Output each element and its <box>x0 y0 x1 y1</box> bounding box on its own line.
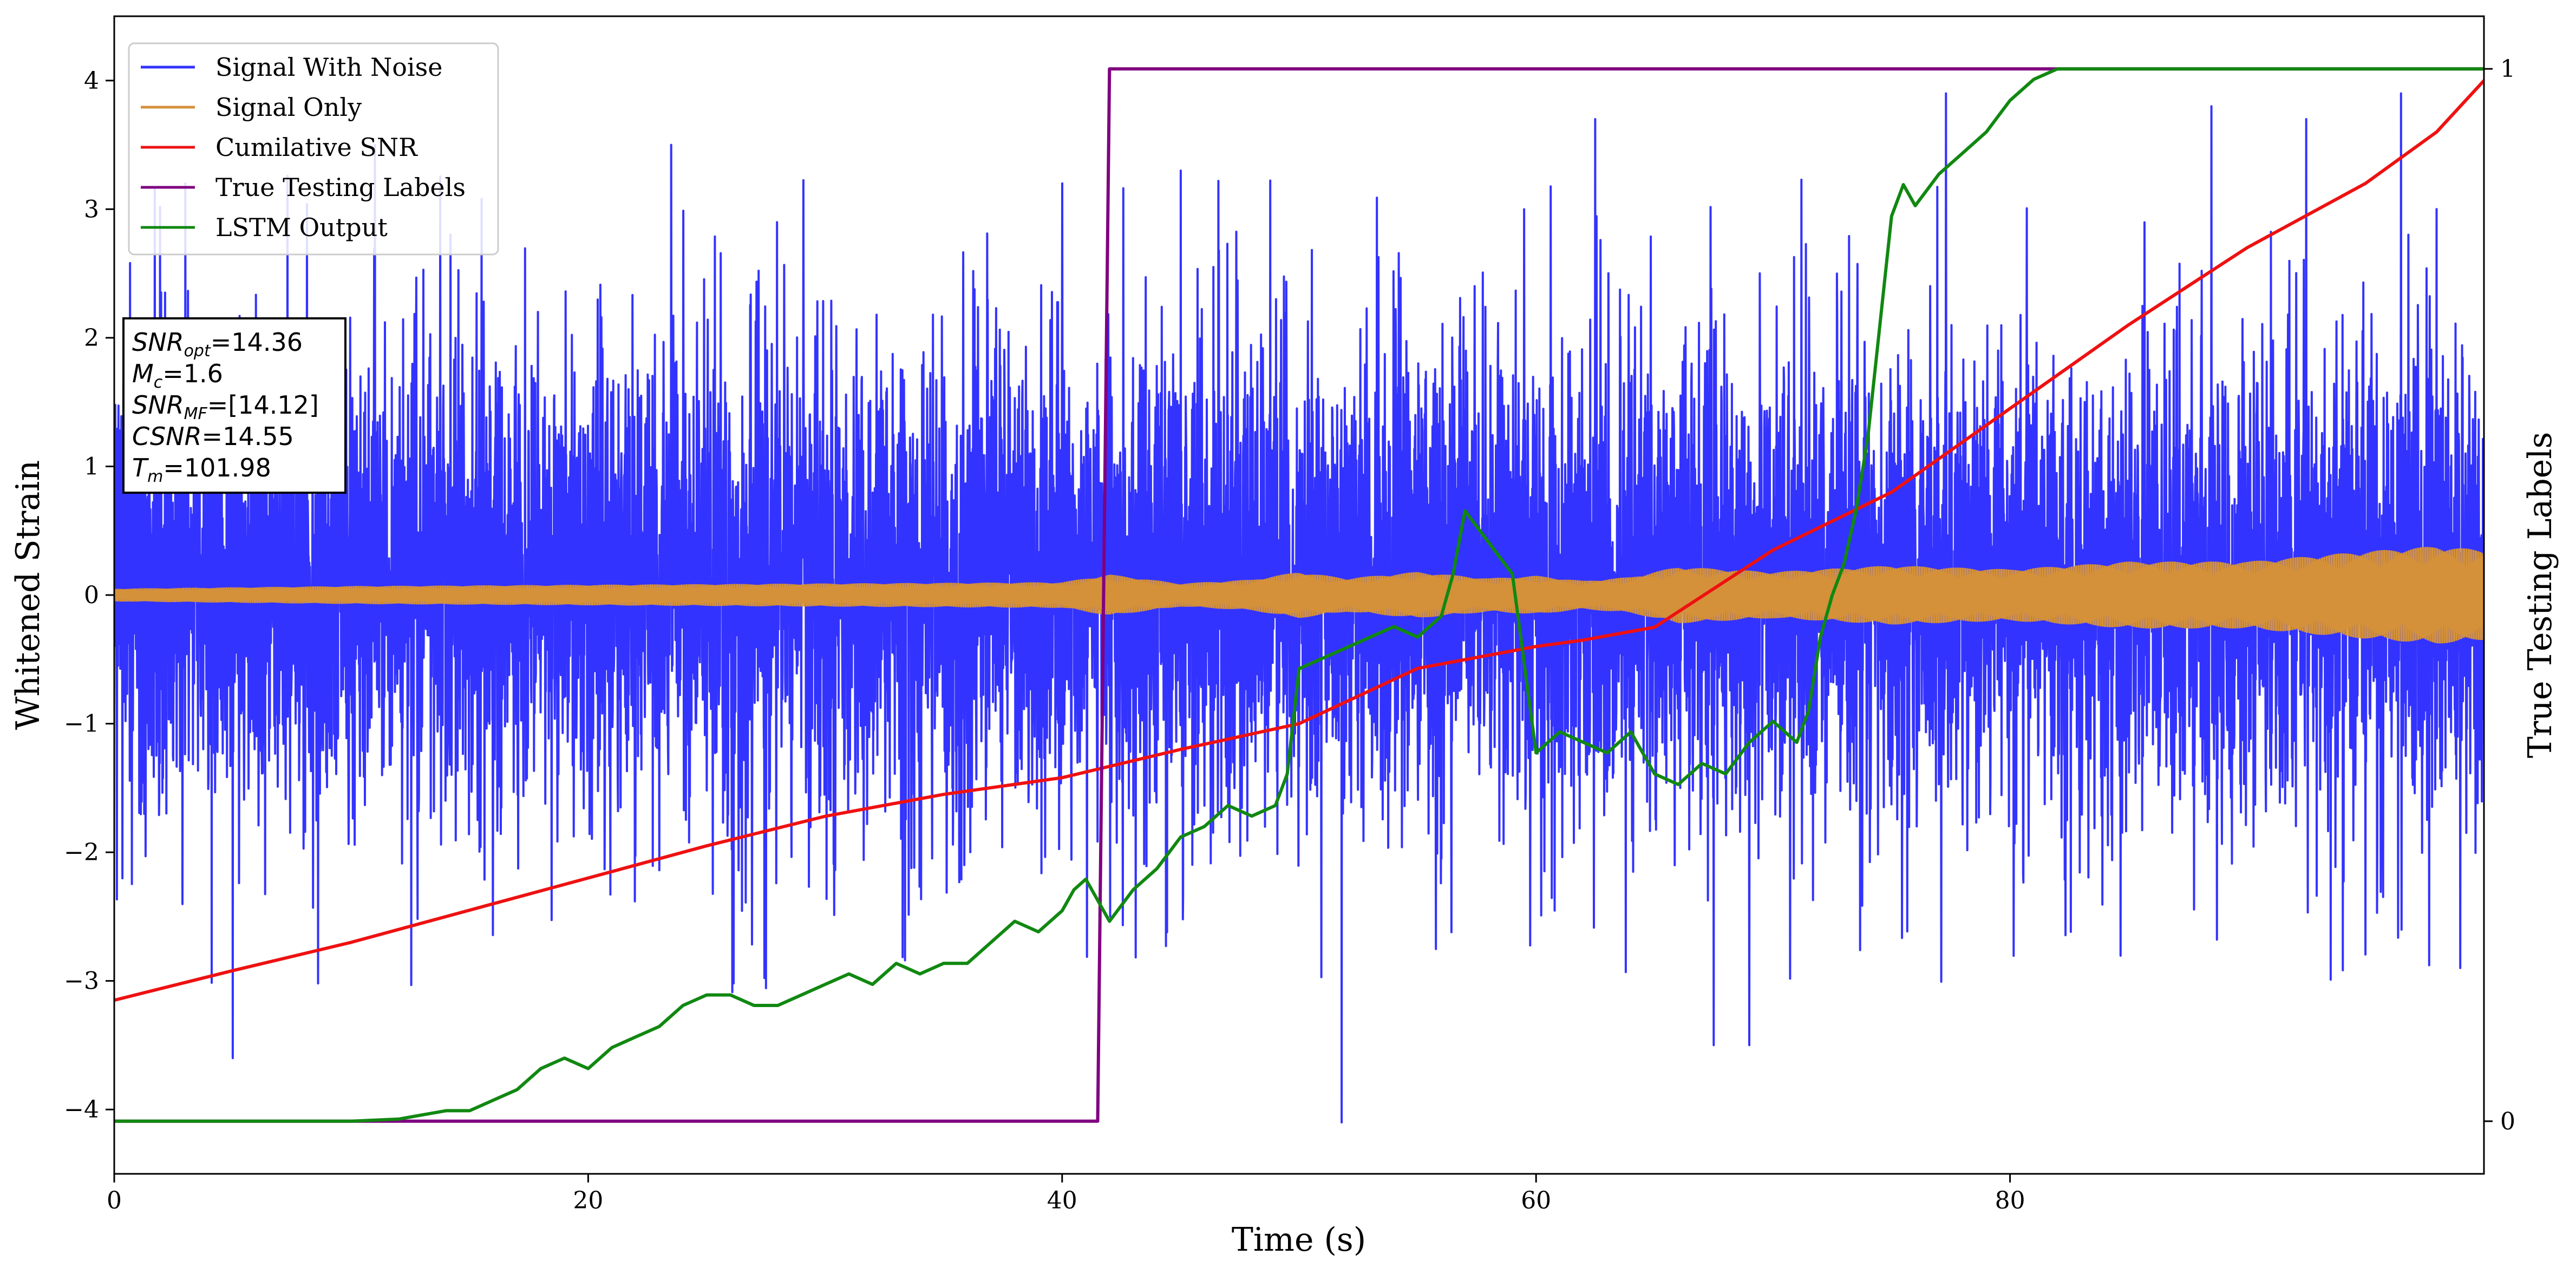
x-tick-label: 80 <box>1995 1187 2025 1214</box>
annotation-line: Mc=1.6 <box>132 359 223 392</box>
x-axis-title: Time (s) <box>1232 1221 1366 1259</box>
signal-only-line <box>114 547 2484 644</box>
x-tick-label: 20 <box>573 1187 603 1214</box>
y-tick-label: 3 <box>84 195 99 223</box>
legend-label: True Testing Labels <box>215 173 466 202</box>
y2-tick-label: 0 <box>2500 1108 2515 1135</box>
y-tick-label: 4 <box>84 67 99 95</box>
signal-only-series <box>114 547 2484 644</box>
cumilative-snr-line <box>114 79 2484 1002</box>
y-tick-label: 1 <box>84 453 99 480</box>
legend-label: LSTM Output <box>215 213 388 242</box>
y-tick-label: 0 <box>84 582 99 609</box>
annotation-line: SNRMF=[14.12] <box>132 390 319 423</box>
y-axis-right: 01 <box>2484 55 2515 1135</box>
legend-label: Signal Only <box>215 93 362 122</box>
x-tick-label: 40 <box>1047 1187 1077 1214</box>
plot-area <box>114 67 2484 1123</box>
y-tick-label: 2 <box>84 324 99 352</box>
x-tick-label: 0 <box>107 1187 122 1214</box>
lstm-output-line <box>114 67 2484 1123</box>
y-tick-label: −3 <box>64 968 99 995</box>
y-tick-label: −4 <box>64 1096 99 1123</box>
y2-axis-title: True Testing Labels <box>2521 432 2559 759</box>
annotation-line: Tm=101.98 <box>132 453 271 486</box>
legend: Signal With Noise Signal Only Cumilative S… <box>128 42 499 256</box>
true-testing-labels-line <box>114 67 2484 1123</box>
y-axis-title: Whitened Strain <box>9 460 47 730</box>
y2-tick-label: 1 <box>2500 55 2515 83</box>
x-tick-label: 60 <box>1521 1187 1551 1214</box>
y-tick-label: −1 <box>64 710 99 738</box>
legend-label: Cumilative SNR <box>215 133 418 162</box>
overlay-series <box>114 67 2484 1123</box>
signal-with-noise-line <box>114 92 2484 1123</box>
y-axis-left: −4 −3 −2 −1 0 1 2 3 4 <box>64 67 114 1123</box>
annotation-frame <box>122 317 346 494</box>
parameter-annotation-box: SNRopt=14.36Mc=1.6SNRMF=[14.12]CSNR=14.5… <box>122 317 346 494</box>
legend-label: Signal With Noise <box>215 53 442 82</box>
x-axis: 0 20 40 60 80 <box>107 1174 2025 1214</box>
legend-box <box>128 42 499 256</box>
signal-with-noise-series <box>114 92 2484 1123</box>
annotation-line: SNRopt=14.36 <box>132 328 303 361</box>
annotation-line: CSNR=14.55 <box>132 422 294 451</box>
y-tick-label: −2 <box>64 839 99 866</box>
